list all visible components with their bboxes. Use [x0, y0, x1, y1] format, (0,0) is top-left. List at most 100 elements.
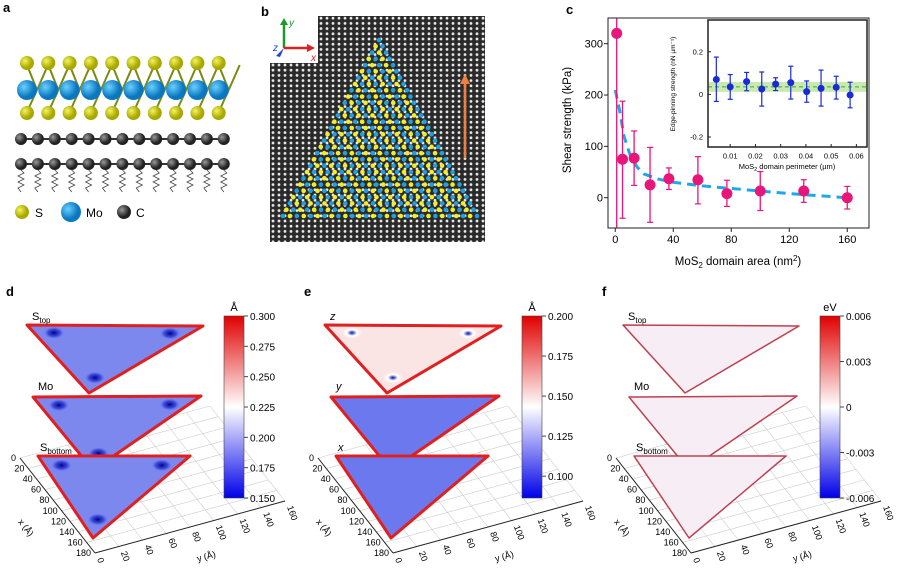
y-arrowhead [280, 18, 288, 25]
flake-atom [363, 75, 368, 81]
flake-atom [443, 194, 449, 200]
inset-plot: 0.01 0.02 0.03 0.04 0.05 0.06 -0.2 0 0.2 MoS2 dom… [670, 19, 868, 173]
s-atom-top [20, 56, 34, 70]
data-point [758, 85, 766, 93]
mos2-flake [280, 37, 480, 219]
flake-atom [380, 157, 386, 162]
s-atom-top [83, 56, 98, 70]
flake-atom [366, 144, 372, 150]
flake-atom [356, 138, 362, 143]
y-tick-label: 20 [417, 550, 430, 563]
flake-atom [380, 81, 386, 87]
legend-c-label: C [136, 206, 145, 220]
heatmap-layer-1 [628, 395, 798, 471]
layer-label-sub: bottom [47, 447, 72, 456]
flake-atom [356, 87, 361, 93]
data-points [712, 56, 854, 109]
flake-atom [301, 188, 306, 194]
c-atom [82, 158, 95, 170]
flake-atom [439, 188, 445, 194]
flake-atom [432, 150, 438, 156]
flake-atom [339, 144, 344, 150]
flake-atom [387, 169, 393, 175]
x-tick-label: 0 [607, 453, 612, 463]
flake-atom [408, 207, 414, 213]
flake-atom [311, 157, 317, 162]
s-atom-top [211, 56, 226, 70]
flake-atom [419, 188, 424, 194]
flake-atom [290, 194, 296, 200]
flake-atom [315, 188, 320, 194]
y-tick-label: 100 [585, 141, 603, 153]
flake-atom [349, 125, 355, 131]
spring-icon [203, 169, 211, 193]
flake-atom [328, 125, 334, 131]
flake-atom [339, 169, 344, 175]
flake-atom [404, 113, 410, 118]
flake-atom [446, 201, 452, 206]
flake-atom [397, 75, 403, 81]
flake-atom [373, 144, 379, 150]
flake-atom [325, 144, 330, 150]
flake-atom [432, 175, 438, 181]
flake-atom [335, 175, 341, 181]
flake-atom [384, 138, 389, 143]
c-atom [65, 133, 78, 145]
flake-atom [405, 175, 410, 181]
flake-atom [345, 106, 351, 112]
flake-atom [304, 207, 310, 213]
flake-atom [387, 56, 392, 62]
x-label-part: 2 [698, 261, 703, 270]
flake-atom [297, 207, 303, 213]
c-atom [99, 158, 112, 170]
x-axis-line [317, 457, 394, 554]
legend-a: S Mo C [15, 202, 145, 222]
y-tick-label: 80 [488, 530, 501, 543]
data-point [663, 173, 675, 185]
y-tick-label: 160 [881, 504, 896, 522]
flake-atom [363, 213, 369, 219]
y-tick-label: 140 [857, 511, 872, 529]
flake-atom [381, 207, 386, 213]
flake-atom [322, 175, 327, 181]
flake-atom [415, 169, 421, 175]
colorbar-tick-label: -0.006 [846, 494, 875, 505]
dislocation-spot [43, 326, 64, 339]
flake-atom [297, 194, 303, 200]
flake-atom [318, 157, 324, 162]
flake-atom [412, 201, 417, 206]
plot-frame [607, 17, 870, 229]
x-axis-label: x (Å) [16, 517, 36, 538]
flake-atom [363, 87, 368, 93]
spring-icon [67, 169, 76, 193]
x-tick-label: 60 [31, 485, 41, 495]
colorbar-unit: Å [528, 301, 536, 314]
dislocation-spot [341, 326, 362, 339]
flake-atom [280, 213, 286, 219]
y-tick-label: 60 [464, 537, 477, 550]
flake-atom [359, 69, 365, 74]
flake-atom [394, 106, 400, 112]
flake-atom [352, 106, 358, 112]
grid-line [805, 405, 882, 502]
flake-atom [367, 194, 372, 200]
c-atom [65, 158, 78, 170]
flake-atom [436, 182, 442, 187]
legend-c-swatch [117, 205, 131, 219]
flake-atom [308, 201, 313, 206]
flake-atom [374, 207, 379, 213]
y-tick-label: 100 [512, 524, 527, 542]
flake-atom [363, 113, 368, 118]
x-tick-label: 120 [780, 234, 798, 246]
flake-atom [384, 125, 389, 131]
flake-atom [356, 188, 362, 194]
flake-atom [328, 138, 334, 143]
flake-atom [356, 175, 362, 181]
spring-icon [118, 169, 127, 193]
flake-atom [343, 213, 348, 219]
flake-atom [471, 207, 476, 213]
flake-atom [401, 119, 407, 125]
flake-atom [408, 94, 413, 99]
